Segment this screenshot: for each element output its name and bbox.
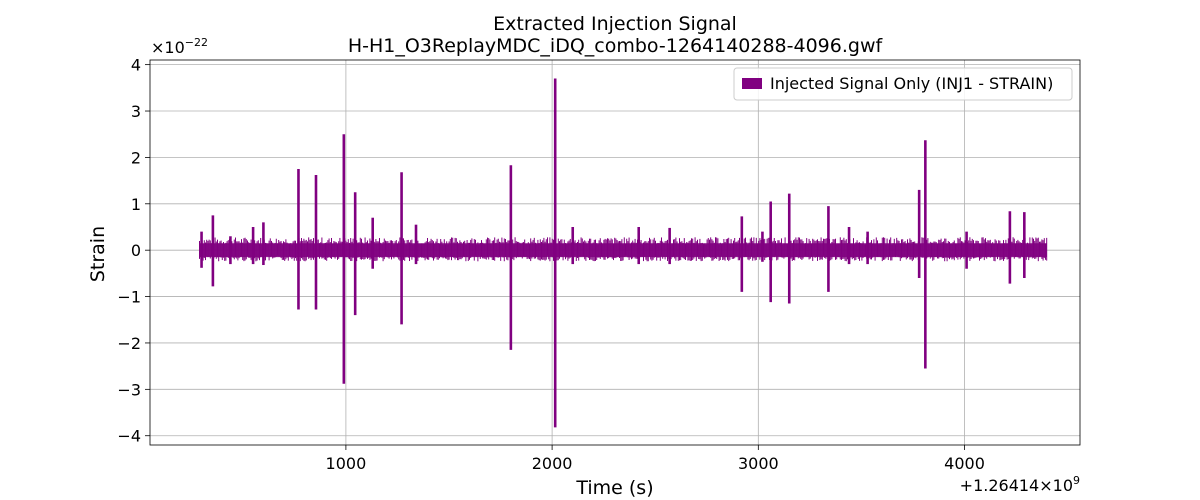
legend-box [733,67,1073,101]
chart-title: Extracted Injection Signal [493,13,737,35]
x-offset-base: +1.26414×10 [960,476,1073,495]
legend: Injected Signal Only (INJ1 - STRAIN) [733,67,1073,101]
x-tick-label: 3000 [738,454,779,473]
y-tick-label: −2 [117,334,141,353]
y-tick-label: 4 [131,56,141,75]
legend-label: Injected Signal Only (INJ1 - STRAIN) [770,74,1053,93]
y-tick-label: 1 [131,195,141,214]
x-tick-label: 4000 [944,454,985,473]
x-axis-offset: +1.26414×109 [960,474,1080,495]
x-axis: 1000 2000 3000 4000 [326,445,985,473]
axes-frame [149,59,1081,446]
y-tick-label: 2 [131,148,141,167]
y-scale-base: ×10 [151,38,185,57]
plot-area [198,78,1048,428]
y-axis: −4 −3 −2 −1 0 1 2 3 4 [117,56,150,446]
y-tick-label: 0 [131,241,141,260]
y-tick-label: −3 [117,380,141,399]
y-tick-label: −4 [117,427,141,446]
x-axis-label: Time (s) [575,477,653,499]
y-scale-exponent: −22 [185,36,208,49]
y-tick-label: −1 [117,288,141,307]
x-offset-exponent: 9 [1073,474,1080,487]
chart-subtitle: H-H1_O3ReplayMDC_iDQ_combo-1264140288-40… [348,35,884,57]
series-line [198,78,1048,428]
y-tick-label: 3 [131,102,141,121]
legend-swatch [742,78,762,89]
y-axis-label: Strain [87,226,109,282]
x-tick-label: 1000 [326,454,367,473]
y-axis-scale-factor: ×10−22 [151,36,208,57]
x-tick-label: 2000 [532,454,573,473]
